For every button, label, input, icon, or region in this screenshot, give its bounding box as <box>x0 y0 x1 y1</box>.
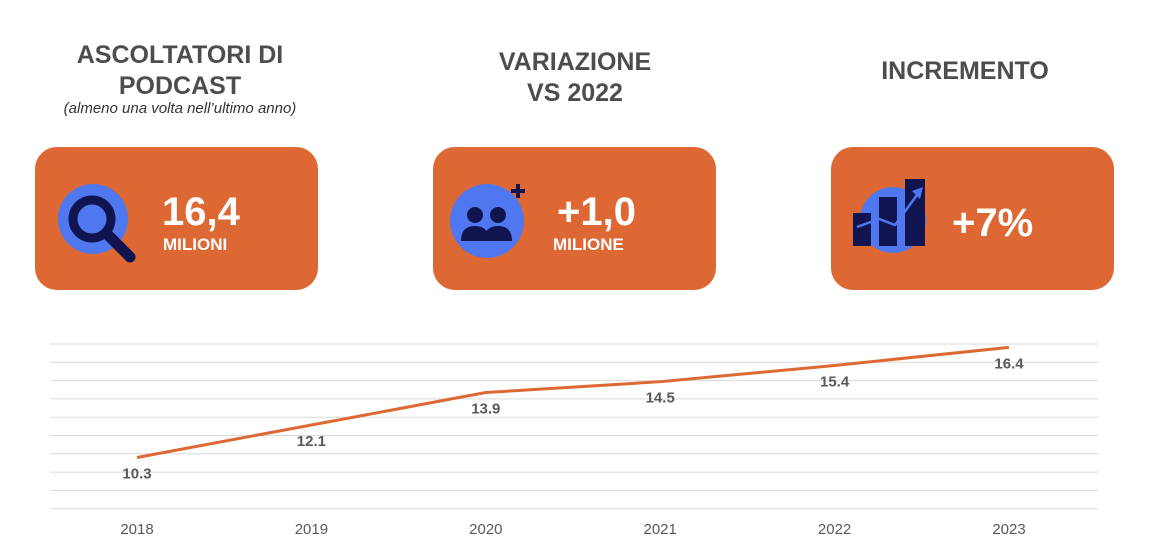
kpi-subtitle: (almeno una volta nell’ultimo anno) <box>63 100 297 117</box>
data-label: 14.5 <box>646 390 675 407</box>
series-line <box>136 345 1010 459</box>
kpi-value: 16,4 <box>162 190 240 234</box>
kpi-value: +7% <box>952 201 1034 245</box>
x-tick-label: 2019 <box>295 521 328 538</box>
kpi-card-listeners: 16,4 MILIONI <box>35 147 318 290</box>
kpi-title-line: INCREMENTO <box>881 57 1049 85</box>
chart-series <box>136 345 1010 459</box>
kpi-unit: MILIONI <box>163 235 228 254</box>
kpi-title: ASCOLTATORI DI PODCAST <box>30 40 330 102</box>
data-label: 10.3 <box>122 466 151 483</box>
chart-x-axis: 2018 2019 2020 2021 2022 2023 <box>120 521 1025 538</box>
chart-data-labels: 10.3 12.1 13.9 14.5 15.4 16.4 <box>122 355 1024 482</box>
kpi-title: INCREMENTO <box>810 56 1120 87</box>
data-label: 16.4 <box>994 355 1024 372</box>
kpi-title-line: ASCOLTATORI DI <box>76 41 284 69</box>
kpi-title-line: VS 2022 <box>527 79 623 107</box>
magnifier-icon <box>55 182 140 272</box>
kpi-card-increase: +7% <box>831 147 1114 290</box>
growth-chart-icon <box>851 175 936 265</box>
chart-grid <box>50 343 1098 510</box>
kpi-title: VARIAZIONE VS 2022 <box>425 47 725 109</box>
kpi-value: +1,0 <box>557 190 636 234</box>
kpi-title-line: PODCAST <box>118 72 242 100</box>
kpi-unit: MILIONE <box>553 235 624 254</box>
line-chart: 10.3 12.1 13.9 14.5 15.4 16.4 2018 2019 2020 202… <box>50 343 1098 538</box>
x-tick-label: 2022 <box>818 521 851 538</box>
kpi-title-line: VARIAZIONE <box>498 48 652 76</box>
x-tick-label: 2023 <box>992 521 1025 538</box>
x-tick-label: 2018 <box>120 521 153 538</box>
add-group-icon <box>447 179 537 269</box>
x-tick-label: 2020 <box>469 521 502 538</box>
kpi-card-change: +1,0 MILIONE <box>433 147 716 290</box>
data-label: 15.4 <box>820 373 850 390</box>
data-label: 13.9 <box>471 401 500 418</box>
x-tick-label: 2021 <box>644 521 677 538</box>
data-label: 12.1 <box>297 433 326 450</box>
